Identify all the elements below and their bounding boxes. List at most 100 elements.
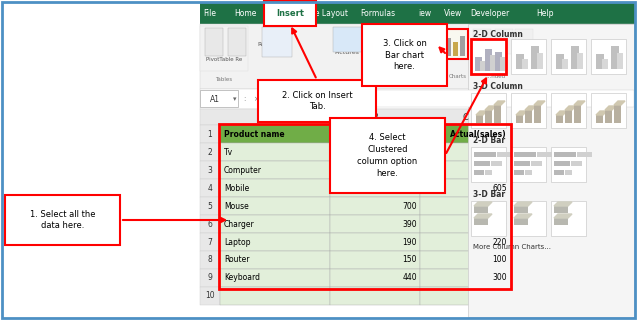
Bar [220,161,330,179]
Bar [330,179,420,197]
Bar [200,233,220,251]
Bar [200,269,220,287]
Polygon shape [574,101,585,105]
Bar [220,287,330,305]
Text: Re: Re [257,42,265,46]
Bar [596,54,604,69]
Bar [330,161,420,179]
Text: SmartArt: SmartArt [390,45,419,51]
Text: Target(sales): Target(sales) [360,130,417,139]
Text: 6: 6 [208,220,212,228]
Bar [476,115,483,123]
Bar [473,29,491,54]
Bar [420,143,510,161]
FancyBboxPatch shape [551,39,586,74]
FancyBboxPatch shape [511,93,546,128]
Bar [565,110,572,123]
Text: 700: 700 [403,202,417,211]
Text: Charger: Charger [224,220,255,228]
Polygon shape [605,106,616,110]
Polygon shape [476,111,487,115]
Bar [531,46,539,69]
Polygon shape [494,101,505,105]
FancyBboxPatch shape [551,201,586,236]
Polygon shape [474,202,492,206]
Bar [220,125,330,143]
Bar [200,125,220,143]
Text: Screenshot ▾: Screenshot ▾ [390,58,431,62]
Text: 660: 660 [492,202,507,211]
Text: iew: iew [419,9,431,18]
Text: Insert: Insert [276,9,304,18]
Text: 2. Click on Insert
Tab.: 2. Click on Insert Tab. [282,91,352,111]
Text: Prod: Prod [280,96,296,102]
Text: A1: A1 [210,94,220,103]
Text: 2-D Column: 2-D Column [473,29,523,38]
Bar [534,105,541,123]
Bar [420,233,510,251]
Text: 9: 9 [208,274,212,283]
Polygon shape [556,111,567,115]
Bar [474,218,488,225]
Bar [200,179,220,197]
Bar [516,115,523,123]
Bar [330,125,420,143]
FancyBboxPatch shape [471,93,506,128]
Bar [200,197,220,215]
Bar [571,46,579,69]
Bar [514,170,524,175]
FancyBboxPatch shape [551,93,586,128]
FancyBboxPatch shape [551,147,586,182]
FancyBboxPatch shape [511,201,546,236]
Bar [522,59,528,69]
Text: 605: 605 [492,183,507,193]
Bar [420,287,510,305]
Text: 1: 1 [208,130,212,139]
Text: C: C [462,113,468,122]
Bar [200,109,635,125]
Text: 220: 220 [492,237,507,246]
Bar [495,29,513,54]
Bar [577,53,583,69]
Bar [494,105,501,123]
Polygon shape [554,214,572,218]
Bar [475,57,482,71]
Bar [420,251,510,269]
Bar [200,89,635,109]
Bar [220,233,330,251]
Text: :: : [243,96,245,102]
Bar [556,115,563,123]
Bar [460,36,465,56]
Bar [330,251,420,269]
Bar [491,161,502,166]
Bar [500,57,505,71]
Bar [200,24,635,89]
Bar [200,215,220,233]
Text: Laptop: Laptop [224,237,250,246]
Bar [200,161,220,179]
Polygon shape [525,106,536,110]
Text: Actual(sales): Actual(sales) [450,130,507,139]
Bar [485,170,492,175]
Text: B: B [372,113,378,122]
Bar [537,152,552,157]
Text: 3-D Column: 3-D Column [473,82,523,91]
Text: Illustrat...: Illustrat... [390,74,416,78]
FancyBboxPatch shape [471,201,506,236]
Text: Home: Home [234,9,256,18]
Text: Mouse: Mouse [224,202,249,211]
Bar [420,215,510,233]
Bar [474,152,496,157]
Bar [200,143,220,161]
Polygon shape [516,111,527,115]
Bar [205,28,223,56]
Bar [516,54,524,69]
Bar [571,161,582,166]
FancyBboxPatch shape [5,195,120,245]
Polygon shape [596,111,607,115]
FancyBboxPatch shape [471,147,506,182]
FancyBboxPatch shape [591,39,626,74]
Text: 440: 440 [403,274,417,283]
Text: 3-D Bar: 3-D Bar [473,189,505,198]
Bar [554,161,570,166]
